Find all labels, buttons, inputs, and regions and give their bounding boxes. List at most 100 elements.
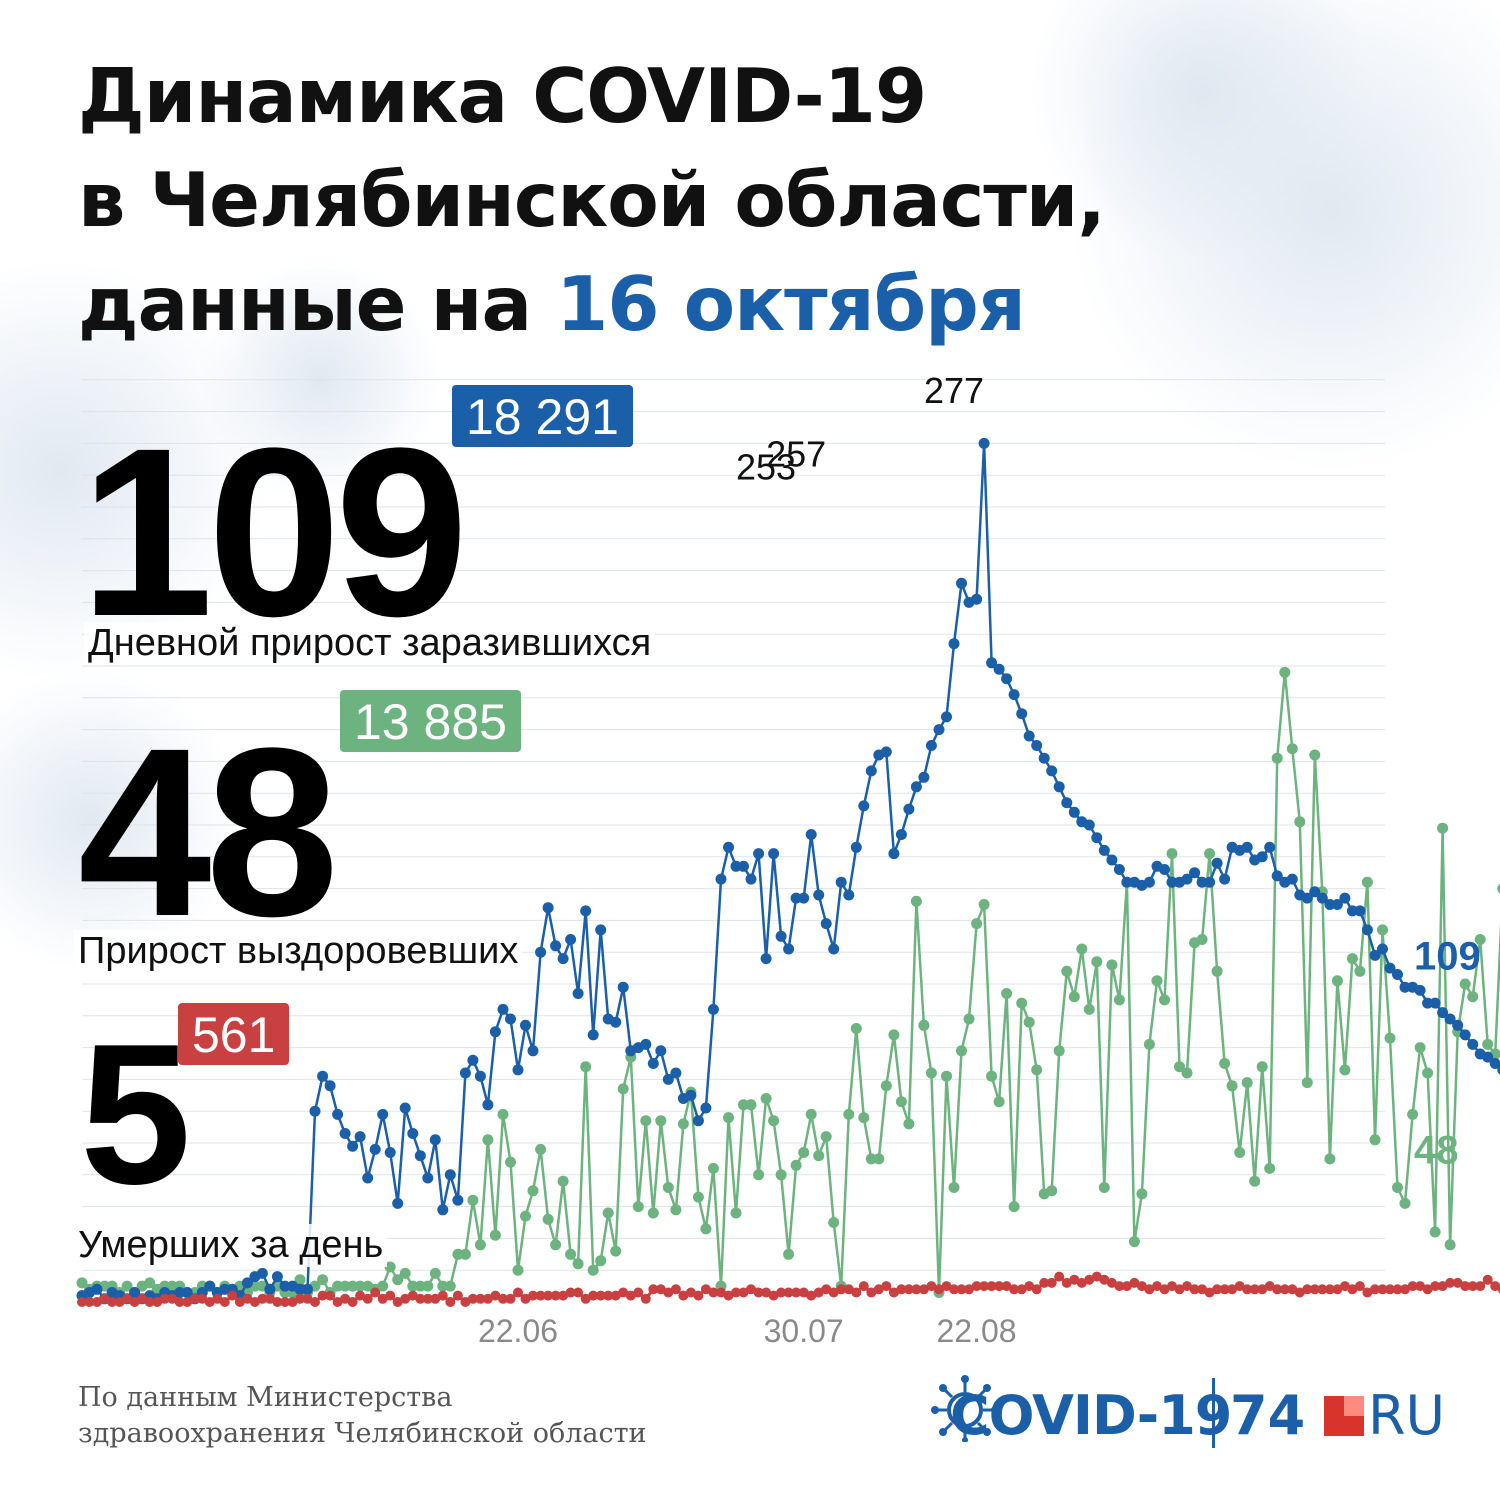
infected-point [880, 746, 892, 758]
recovered-point [730, 1207, 742, 1219]
recovered-point [1068, 991, 1080, 1003]
deaths-point [249, 1297, 260, 1307]
infected-point [738, 860, 749, 872]
deaths-point [550, 1290, 561, 1301]
infected-point [1053, 781, 1065, 793]
deaths-point [678, 1290, 689, 1301]
recovered-point [813, 1150, 825, 1162]
infected-point [820, 918, 832, 930]
deaths-point [340, 1293, 351, 1304]
deaths-point [828, 1287, 839, 1298]
infected-point [662, 1073, 674, 1085]
recovered-point [512, 1264, 524, 1276]
deaths-point [1197, 1284, 1208, 1295]
title-line-1: Динамика COVID-19 [78, 52, 927, 140]
deaths-point [1099, 1274, 1110, 1285]
infected-point [798, 892, 810, 904]
deaths-point [1482, 1274, 1493, 1285]
recovered-point [1422, 1067, 1434, 1079]
recovered-point [1204, 848, 1216, 860]
recovered-point [444, 1280, 456, 1292]
recovered-point [1384, 1032, 1396, 1044]
x-tick-label: 22.06 [478, 1313, 558, 1349]
recovered-point [527, 1185, 539, 1197]
infected-point [790, 892, 802, 904]
infected-point [1098, 844, 1110, 856]
infected-point [1369, 949, 1381, 961]
recovered-point [1497, 883, 1500, 894]
infected-point [1189, 867, 1201, 879]
title-date: 16 октября [556, 260, 1026, 348]
deaths-point [167, 1293, 178, 1304]
recovered-point [497, 1108, 509, 1120]
recovered-point [723, 1112, 734, 1124]
deaths-point [1249, 1284, 1260, 1295]
recovered-point [1392, 1182, 1403, 1193]
recovered-point [1339, 1064, 1351, 1076]
deaths-point [92, 1297, 102, 1307]
infected-point [392, 1197, 404, 1209]
infected-point [565, 934, 577, 945]
infected-point [1211, 857, 1223, 869]
deaths-point [964, 1284, 974, 1295]
recovered-point [1219, 1058, 1231, 1069]
deaths-point [1001, 1281, 1012, 1292]
recovered-point [1159, 994, 1170, 1006]
peak-label: 277 [924, 370, 984, 411]
deaths-point [430, 1293, 441, 1304]
deaths-point [422, 1293, 433, 1304]
infected-point [339, 1128, 351, 1139]
infected-point [948, 638, 960, 650]
recovered-point [1361, 876, 1373, 888]
recovered-point [580, 1061, 592, 1073]
infected-point [986, 657, 998, 669]
deaths-point [137, 1293, 148, 1304]
deaths-point [325, 1290, 336, 1301]
recovered-point [647, 1207, 659, 1219]
infected-point [1399, 981, 1411, 993]
recovered-point [617, 1083, 629, 1095]
deaths-point [1031, 1284, 1042, 1295]
recovered-point [1053, 1045, 1065, 1057]
recovered-caption: Прирост выздоровевших [74, 930, 523, 973]
infected-point [572, 988, 584, 999]
recovered-point [971, 918, 983, 930]
deaths-point [1144, 1284, 1155, 1295]
title-line-2: в Челябинской области, [78, 156, 1106, 244]
infected-point [535, 946, 547, 958]
recovered-point [1106, 959, 1118, 971]
infected-point [670, 1067, 682, 1079]
infected-point [1392, 969, 1403, 980]
deaths-point [437, 1290, 448, 1301]
recovered-point [707, 1162, 719, 1174]
recovered-point [1437, 822, 1449, 834]
infected-point [640, 1038, 652, 1050]
recovered-point [557, 1175, 569, 1187]
deaths-point [791, 1287, 802, 1298]
infected-point [1008, 689, 1020, 701]
recovered-point [474, 1239, 486, 1251]
infected-point [1384, 962, 1396, 974]
deaths-point [1257, 1284, 1268, 1295]
deaths-point [1091, 1271, 1102, 1282]
recovered-point [1459, 978, 1471, 990]
infected-point [858, 800, 870, 812]
deaths-point [648, 1284, 659, 1295]
infected-point [1016, 708, 1028, 720]
infected-point [384, 1147, 396, 1158]
recovered-point [1301, 1077, 1313, 1089]
deaths-point [212, 1293, 223, 1304]
deaths-point [543, 1290, 554, 1301]
recovered-point [941, 1070, 952, 1082]
infected-point [482, 1099, 494, 1111]
deaths-point [603, 1290, 614, 1301]
recovered-point [1128, 1236, 1140, 1248]
deaths-point [783, 1287, 794, 1298]
infected-point [1241, 841, 1253, 853]
deaths-point [738, 1287, 749, 1298]
deaths-point [498, 1293, 508, 1304]
recovered-point [422, 1280, 434, 1292]
recovered-point [1113, 994, 1125, 1006]
deaths-point [670, 1284, 681, 1295]
